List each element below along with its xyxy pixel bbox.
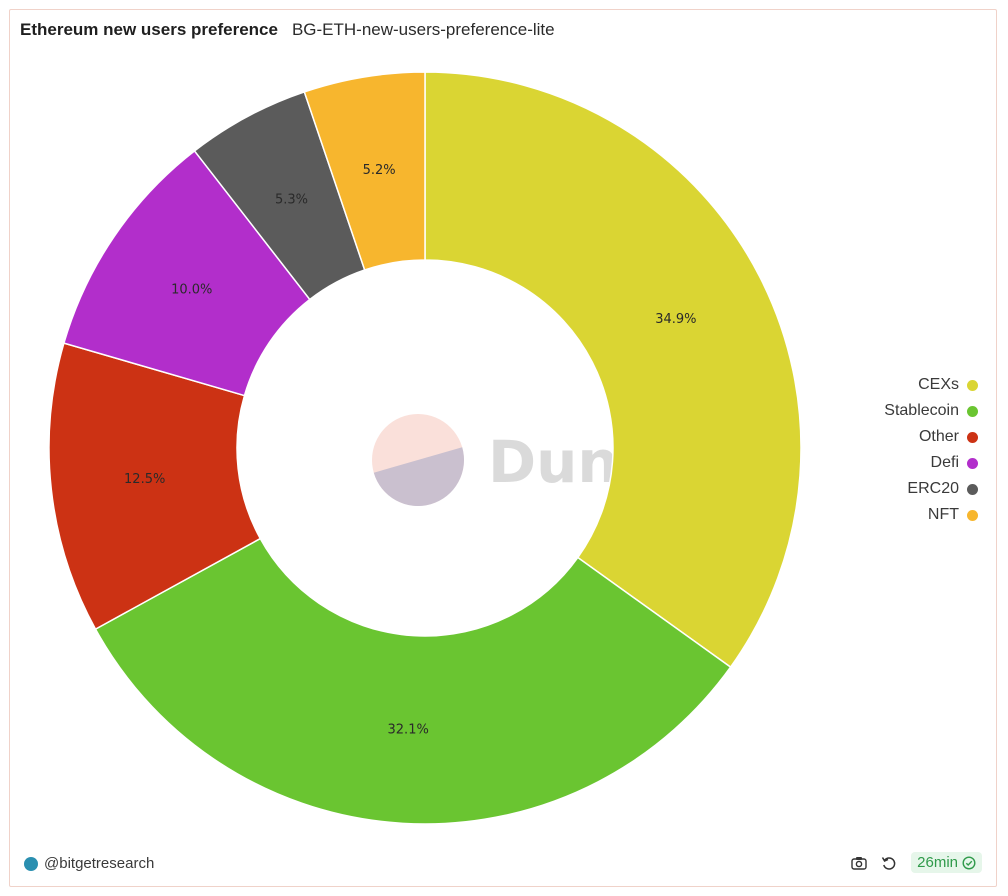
camera-icon[interactable] xyxy=(849,853,869,873)
slice-label-other: 12.5% xyxy=(124,472,165,487)
author-avatar xyxy=(24,856,38,871)
legend-label: NFT xyxy=(927,506,959,523)
legend-item-cexs[interactable]: CEXs xyxy=(918,372,978,398)
legend-item-defi[interactable]: Defi xyxy=(931,450,978,476)
chart-header: Ethereum new users preference BG-ETH-new… xyxy=(20,20,555,40)
legend-label: Other xyxy=(918,428,959,445)
slice-label-defi: 10.0% xyxy=(171,282,212,297)
legend-label: Stablecoin xyxy=(884,402,959,419)
legend-swatch xyxy=(967,405,978,417)
slice-label-cexs: 34.9% xyxy=(655,312,696,327)
legend-item-stablecoin[interactable]: Stablecoin xyxy=(884,398,978,424)
slice-cexs[interactable] xyxy=(424,71,802,669)
check-circle-icon xyxy=(962,855,976,870)
chart-legend: CEXs Stablecoin Other Defi ERC20 NFT xyxy=(884,372,978,528)
dune-logo-shadow xyxy=(373,447,464,507)
footer-author[interactable]: @bitgetresearch xyxy=(24,855,154,872)
chart-title: Ethereum new users preference xyxy=(20,20,278,39)
slice-label-erc20: 5.3% xyxy=(275,193,308,208)
footer-actions: 26min xyxy=(839,852,982,873)
legend-label: ERC20 xyxy=(907,480,959,497)
legend-swatch xyxy=(967,509,978,521)
legend-swatch xyxy=(967,431,978,443)
refresh-age: 26min xyxy=(917,854,958,871)
legend-label: CEXs xyxy=(918,376,959,393)
slice-other[interactable] xyxy=(48,342,262,631)
legend-swatch xyxy=(967,379,978,391)
legend-item-erc20[interactable]: ERC20 xyxy=(907,476,978,502)
legend-swatch xyxy=(967,483,978,495)
author-name: @bitgetresearch xyxy=(44,855,155,872)
slice-stablecoin[interactable] xyxy=(94,537,732,825)
slice-label-nft: 5.2% xyxy=(363,163,396,178)
query-name[interactable]: BG-ETH-new-users-preference-lite xyxy=(291,20,555,39)
refresh-icon[interactable] xyxy=(879,853,899,873)
legend-swatch xyxy=(967,457,978,469)
legend-item-nft[interactable]: NFT xyxy=(928,502,978,528)
legend-label: Defi xyxy=(930,454,959,471)
legend-item-other[interactable]: Other xyxy=(919,424,978,450)
slice-label-stablecoin: 32.1% xyxy=(388,722,429,737)
slice-nft[interactable] xyxy=(303,71,426,271)
refresh-status-badge[interactable]: 26min xyxy=(911,852,982,873)
